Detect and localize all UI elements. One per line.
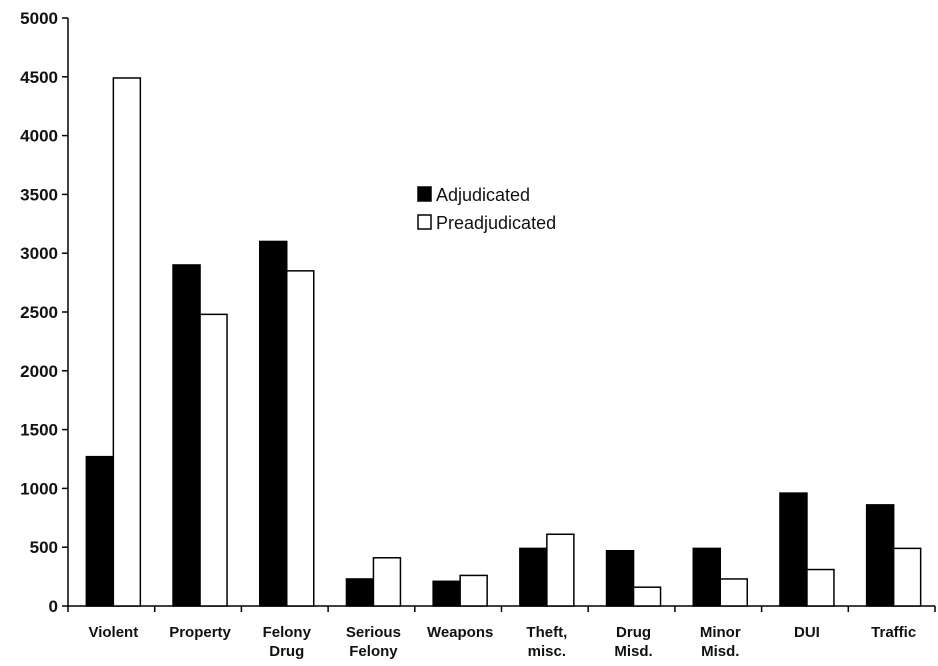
y-tick-label: 2000 [20, 362, 58, 381]
y-tick-label: 5000 [20, 9, 58, 28]
bar-preadjudicated-property [199, 313, 228, 607]
bar-adjudicated-serious-felony [345, 578, 375, 607]
legend-swatch [417, 186, 432, 202]
x-tick-label: Felony [349, 643, 398, 660]
y-axis: 0 500 1000 1500 2000 2500 3000 3500 4000 4500 5000 [20, 9, 69, 616]
bar-adjudicated-dui [779, 492, 808, 607]
x-tick-label: Drug [269, 643, 304, 660]
bars [85, 77, 922, 607]
x-tick-label: DUI [794, 624, 820, 641]
y-tick-label: 3500 [20, 185, 58, 204]
legend: Adjudicated Preadjudicated [417, 185, 556, 233]
x-tick-label: Theft, [526, 624, 567, 641]
x-tick-label: Drug [616, 624, 651, 641]
bar-preadjudicated-felony-drug [286, 270, 315, 607]
x-tick-label: Property [169, 624, 231, 641]
x-tick-label: Misd. [701, 643, 739, 660]
y-tick-label: 0 [49, 597, 58, 616]
y-tick-label: 1000 [20, 479, 58, 498]
y-tick-label: 2500 [20, 303, 58, 322]
x-tick-label: Serious [346, 624, 401, 641]
bar-adjudicated-property [172, 264, 201, 607]
x-tick-label: misc. [528, 643, 566, 660]
bar-preadjudicated-minor-misd- [719, 578, 748, 607]
legend-label: Adjudicated [436, 185, 530, 205]
bar-preadjudicated-violent [112, 77, 142, 607]
bar-preadjudicated-theft-misc- [546, 533, 575, 607]
legend-label: Preadjudicated [436, 213, 556, 233]
legend-swatch [417, 214, 432, 230]
y-tick-label: 3000 [20, 244, 58, 263]
bar-preadjudicated-dui [806, 568, 835, 607]
y-tick-label: 1500 [20, 421, 58, 440]
bar-adjudicated-weapons [432, 580, 461, 607]
bar-adjudicated-violent [85, 455, 115, 607]
x-tick-label: Felony [263, 624, 312, 641]
y-tick-label: 4500 [20, 68, 58, 87]
bar-adjudicated-traffic [865, 504, 895, 607]
x-tick-label: Minor [700, 624, 741, 641]
x-tick-label: Traffic [871, 624, 916, 641]
bar-preadjudicated-serious-felony [372, 557, 402, 607]
bar-adjudicated-felony-drug [259, 240, 288, 607]
x-tick-label: Violent [88, 624, 138, 641]
x-tick-label: Misd. [614, 643, 652, 660]
y-tick-label: 4000 [20, 127, 58, 146]
bar-preadjudicated-traffic [892, 547, 922, 607]
bar-preadjudicated-drug-misd- [632, 586, 662, 607]
bar-preadjudicated-weapons [459, 574, 488, 607]
y-tick-label: 500 [30, 538, 58, 557]
x-axis: Violent Property Felony Drug Serious Felony We… [67, 605, 936, 660]
bar-adjudicated-minor-misd- [692, 547, 721, 607]
bar-adjudicated-drug-misd- [605, 549, 635, 607]
bar-adjudicated-theft-misc- [519, 547, 548, 607]
x-tick-label: Weapons [427, 624, 493, 641]
